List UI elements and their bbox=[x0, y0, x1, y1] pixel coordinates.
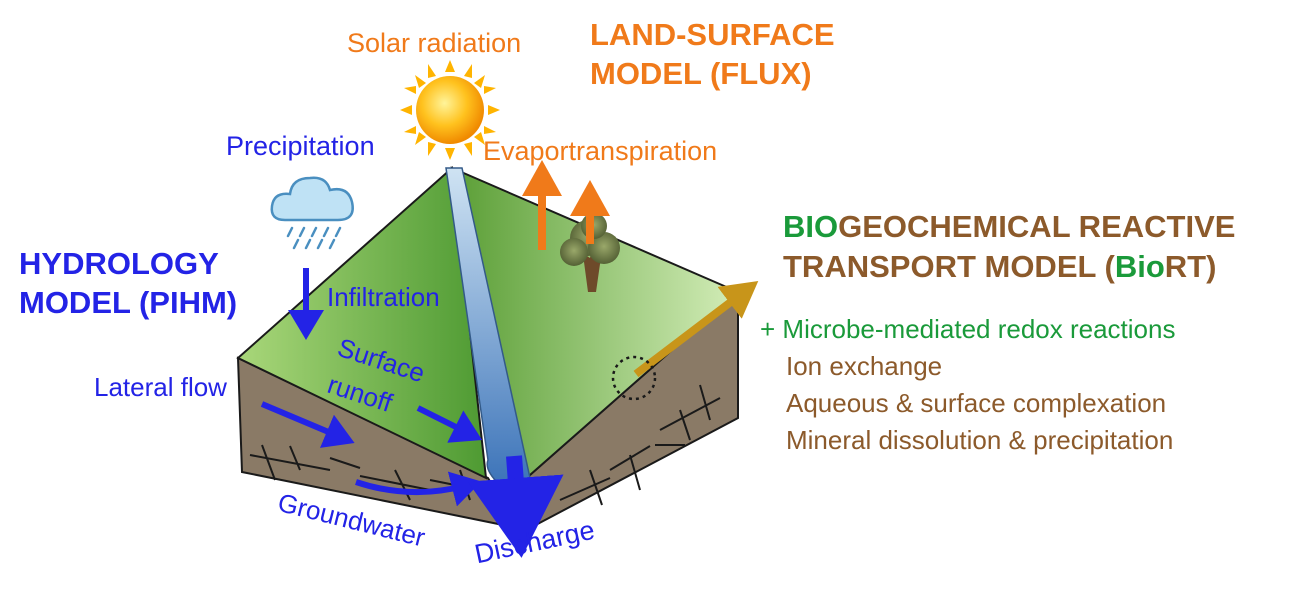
hydrology-model-title-line2: MODEL (PIHM) bbox=[19, 284, 238, 320]
evapotranspiration-label: Evaportranspiration bbox=[483, 136, 718, 166]
infiltration-label: Infiltration bbox=[327, 282, 440, 312]
biort-title-line2-suffix: RT) bbox=[1164, 249, 1217, 285]
biort-title-bio-prefix: BIO bbox=[783, 209, 839, 244]
biort-link-arrow bbox=[633, 281, 759, 378]
land-surface-model-title-line2: MODEL (FLUX) bbox=[590, 55, 812, 91]
hydrology-model-title: HYDROLOGY MODEL (PIHM) bbox=[19, 245, 237, 323]
process-item-complexation: Aqueous & surface complexation bbox=[786, 387, 1167, 418]
solar-radiation-label: Solar radiation bbox=[347, 28, 522, 58]
hydrology-model-title-line1: HYDROLOGY bbox=[19, 246, 219, 281]
sun-icon bbox=[400, 60, 500, 160]
process-item-ion-exchange: Ion exchange bbox=[786, 350, 943, 381]
precipitation-label: Precipitation bbox=[226, 131, 375, 161]
biort-process-list: + Microbe-mediated redox reactions Ion e… bbox=[760, 311, 1175, 459]
biort-title-line2-bio: Bio bbox=[1114, 249, 1165, 285]
rain-cloud-icon bbox=[270, 176, 354, 250]
biort-title-line2-prefix: TRANSPORT MODEL ( bbox=[783, 249, 1115, 285]
biort-model-title-line2: TRANSPORT MODEL (BioRT) bbox=[783, 247, 1235, 287]
soil-cracks bbox=[249, 384, 721, 509]
surface-runoff-arrow bbox=[416, 405, 483, 443]
land-surface-model-title: LAND-SURFACE MODEL (FLUX) bbox=[590, 16, 835, 94]
discharge-arrow bbox=[467, 455, 564, 558]
groundwater-arrow bbox=[355, 471, 482, 507]
biort-model-title-line1: BIOGEOCHEMICAL REACTIVE bbox=[783, 207, 1235, 247]
process-item-redox: + Microbe-mediated redox reactions bbox=[760, 314, 1176, 344]
land-surface-model-title-line1: LAND-SURFACE bbox=[590, 17, 835, 52]
biort-title-line1-rest: GEOCHEMICAL REACTIVE bbox=[838, 209, 1236, 244]
reaction-zone-circle bbox=[611, 355, 657, 401]
lateral-flow-arrow-upper bbox=[260, 401, 355, 448]
lateral-flow-label: Lateral flow bbox=[94, 372, 227, 402]
biort-model-title: BIOGEOCHEMICAL REACTIVE TRANSPORT MODEL … bbox=[783, 207, 1235, 288]
process-item-mineral: Mineral dissolution & precipitation bbox=[786, 424, 1174, 455]
